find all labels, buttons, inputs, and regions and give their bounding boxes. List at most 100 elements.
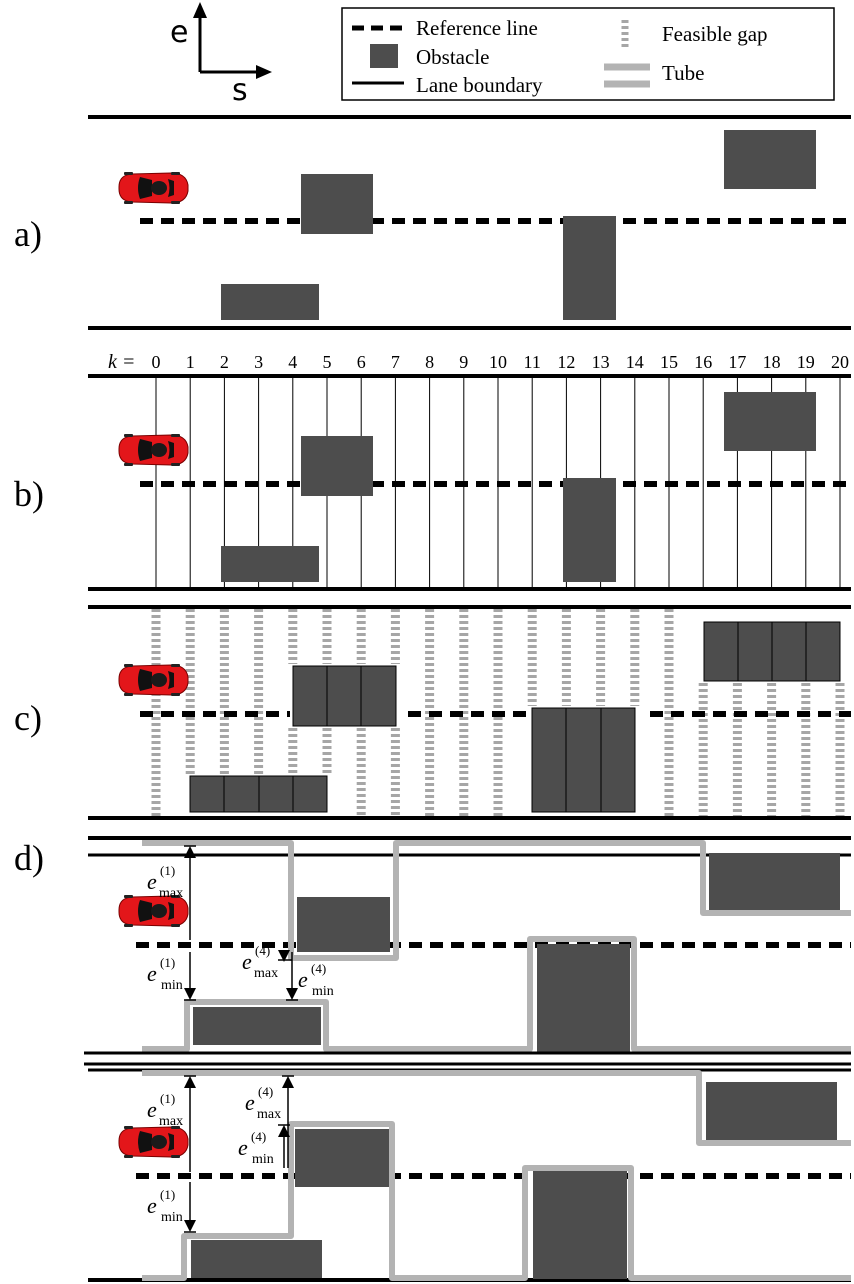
obstacle [706, 1082, 837, 1140]
emin1-label: e (1) min [147, 1187, 183, 1225]
svg-text:e: e [147, 1193, 157, 1218]
k-tick-label: 4 [288, 352, 297, 372]
k-tick-label: 16 [694, 352, 712, 372]
ego-car [118, 1125, 189, 1159]
obstacle [563, 216, 616, 320]
legend-feasible-gap: Feasible gap [662, 22, 768, 46]
panel-a: a) [14, 115, 851, 330]
obstacle [295, 1129, 389, 1187]
legend-box [341, 7, 835, 101]
axis-indicator: e s [170, 2, 272, 108]
svg-text:min: min [252, 1152, 274, 1167]
panel-c: c) [14, 605, 851, 820]
emin1-label: e (1) min [147, 955, 183, 993]
svg-text:e: e [147, 1097, 157, 1122]
k-tick-label: 18 [763, 352, 781, 372]
emax4-label: e (4) max [242, 943, 278, 981]
e-axis-label: e [170, 15, 188, 50]
tube-upper-bound [142, 840, 851, 961]
panel-d-label: d) [14, 838, 44, 878]
svg-text:(4): (4) [251, 1129, 266, 1144]
svg-text:max: max [159, 1114, 183, 1129]
panel-d-lower: e (1) max e (1) min e (4) max e (4) min [88, 1068, 851, 1282]
emax1-label: e (1) max [147, 1091, 183, 1129]
legend-reference-line: Reference line [416, 16, 538, 40]
svg-text:max: max [257, 1107, 281, 1122]
obstacle [297, 897, 390, 952]
k-tick-label: 12 [557, 352, 575, 372]
svg-text:e: e [147, 961, 157, 986]
obstacle [221, 546, 319, 582]
obstacle [563, 478, 616, 582]
k-tick-label: 7 [391, 352, 400, 372]
svg-text:(1): (1) [160, 863, 175, 878]
svg-text:e: e [238, 1135, 248, 1160]
k-tick-label: 5 [323, 352, 332, 372]
k-tick-label: 1 [186, 352, 195, 372]
k-tick-label: 14 [626, 352, 644, 372]
ego-car [118, 171, 189, 205]
emax1-label: e (1) max [147, 863, 183, 901]
k-tick-label: 0 [152, 352, 161, 372]
svg-text:max: max [254, 966, 278, 981]
s-axis-label: s [232, 73, 248, 108]
svg-text:min: min [161, 978, 183, 993]
svg-text:(4): (4) [255, 943, 270, 958]
obstacle [193, 1007, 321, 1045]
legend-lane-boundary: Lane boundary [416, 73, 543, 97]
obstacle [221, 284, 319, 320]
svg-text:(1): (1) [160, 1187, 175, 1202]
obstacle-swatch [370, 44, 398, 68]
k-tick-label: 11 [524, 352, 541, 372]
k-tick-labels: 0 1 2 3 4 5 6 7 8 9 10 11 12 13 14 15 16 17 18 19 20 [152, 352, 850, 372]
legend: Reference line Obstacle Lane boundary Fe… [341, 7, 835, 101]
k-tick-label: 13 [592, 352, 610, 372]
k-tick-label: 10 [489, 352, 507, 372]
obstacle [301, 436, 373, 496]
obstacle [301, 174, 373, 234]
obstacle [191, 1240, 322, 1278]
k-tick-label: 19 [797, 352, 815, 372]
emin4-label: e (4) min [238, 1129, 274, 1167]
k-axis-prefix: k = [108, 351, 135, 373]
panel-b: b) k = 0 1 2 3 4 5 6 7 8 9 10 11 12 13 14 15 16 17 18 19 20 [14, 351, 851, 591]
svg-text:(1): (1) [160, 1091, 175, 1106]
k-tick-label: 3 [254, 352, 263, 372]
k-tick-label: 9 [459, 352, 468, 372]
obstacle [537, 944, 630, 1052]
k-tick-label: 6 [357, 352, 366, 372]
svg-text:e: e [245, 1090, 255, 1115]
svg-text:(4): (4) [311, 961, 326, 976]
k-tick-label: 15 [660, 352, 678, 372]
obstacle [531, 707, 636, 813]
svg-text:e: e [147, 869, 157, 894]
panel-b-label: b) [14, 474, 44, 514]
legend-tube: Tube [662, 61, 704, 85]
emax4-label: e (4) max [245, 1084, 281, 1122]
tube-lower-bound [142, 1121, 851, 1281]
obstacle [724, 392, 816, 451]
legend-obstacle: Obstacle [416, 45, 489, 69]
panel-d-upper: d) e (1) max e (1) min e [14, 836, 851, 1066]
svg-text:(4): (4) [258, 1084, 273, 1099]
emin4-label: e (4) min [298, 961, 334, 999]
k-tick-label: 20 [831, 352, 849, 372]
obstacle [292, 665, 397, 727]
ego-car [118, 433, 189, 467]
svg-text:max: max [159, 886, 183, 901]
svg-text:min: min [312, 984, 334, 999]
tube-upper-bound [142, 1070, 851, 1146]
k-tick-label: 17 [728, 352, 746, 372]
obstacle [533, 1171, 627, 1279]
svg-text:(1): (1) [160, 955, 175, 970]
k-tick-label: 8 [425, 352, 434, 372]
obstacle [709, 853, 840, 910]
svg-text:e: e [242, 949, 252, 974]
obstacle [724, 130, 816, 189]
ego-car [118, 663, 189, 697]
panel-c-label: c) [14, 698, 42, 738]
svg-text:min: min [161, 1210, 183, 1225]
tube-lower-bound [142, 936, 851, 1052]
k-tick-label: 2 [220, 352, 229, 372]
